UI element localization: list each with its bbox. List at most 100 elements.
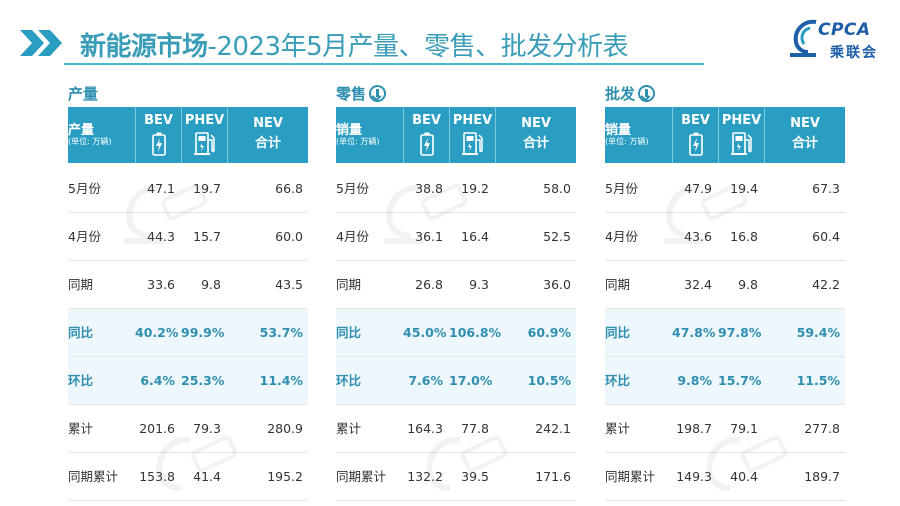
- fuel-pump-icon: [730, 132, 752, 155]
- row-label: 4月份: [336, 229, 369, 244]
- battery-icon: [419, 132, 434, 156]
- table-row: 4月份 43.6 16.8 60.4: [605, 213, 845, 261]
- nev-total-value: 66.8: [275, 181, 303, 196]
- cpca-logo-mark-icon: [790, 19, 817, 57]
- battery-icon: [688, 132, 703, 156]
- battery-icon: [151, 132, 166, 156]
- phev-value: 9.8: [738, 277, 758, 292]
- bev-value: 44.3: [147, 229, 175, 244]
- bev-value: 33.6: [147, 277, 175, 292]
- logo-subtext: 乘联会: [830, 45, 878, 61]
- bev-value: 45.0%: [403, 325, 447, 340]
- row-label: 同期: [68, 277, 94, 292]
- fuel-pump-icon: [193, 132, 215, 155]
- panel-title-text: 批发: [605, 84, 636, 103]
- header-metric-cell: 销量 (单位: 万辆): [336, 107, 402, 163]
- row-label: 同比: [605, 325, 631, 340]
- row-label: 5月份: [68, 181, 101, 196]
- row-label: 同期累计: [336, 469, 387, 484]
- nev-total-value: 58.0: [543, 181, 571, 196]
- row-label: 环比: [68, 373, 94, 388]
- header-phev: PHEV: [181, 107, 227, 163]
- row-label: 累计: [336, 421, 362, 436]
- phev-value: 106.8%: [449, 325, 502, 340]
- nev-total-value: 242.1: [535, 421, 571, 436]
- watermark-logo-icon: [384, 183, 468, 244]
- table-header: 销量 (单位: 万辆) BEV PHEV: [336, 107, 576, 163]
- table-row: 4月份 36.1 16.4 52.5: [336, 213, 576, 261]
- row-label: 5月份: [336, 181, 369, 196]
- bev-value: 6.4%: [140, 373, 175, 388]
- table-row: 累计 201.6 79.3 280.9: [68, 405, 308, 453]
- header-nev-label: NEV: [790, 116, 820, 131]
- bev-value: 153.8: [139, 469, 175, 484]
- bev-value: 40.2%: [135, 325, 179, 340]
- header-metric-cell: 产量 (单位: 万辆): [68, 107, 134, 163]
- phev-value: 17.0%: [449, 373, 493, 388]
- table-row: 环比 7.6% 17.0% 10.5%: [336, 357, 576, 405]
- row-label: 累计: [605, 421, 631, 436]
- bev-value: 198.7: [676, 421, 712, 436]
- nev-total-value: 43.5: [275, 277, 303, 292]
- phev-value: 39.5: [461, 469, 489, 484]
- table-row: 同比 40.2% 99.9% 53.7%: [68, 309, 308, 357]
- table-row: 同期累计 149.3 40.4 189.7: [605, 453, 845, 501]
- fuel-pump-icon: [461, 132, 483, 155]
- panel-title: 产量: [68, 82, 98, 104]
- header-phev: PHEV: [449, 107, 495, 163]
- nev-total-value: 67.3: [812, 181, 840, 196]
- nev-total-value: 280.9: [267, 421, 303, 436]
- table-header: 产量 (单位: 万辆) BEV PHEV: [68, 107, 308, 163]
- bev-value: 7.6%: [408, 373, 443, 388]
- header-nev-label: NEV: [253, 116, 283, 131]
- phev-value: 9.3: [469, 277, 489, 292]
- panel-title-text: 产量: [68, 84, 99, 103]
- header-nev-sub: 合计: [522, 136, 549, 151]
- nev-total-value: 52.5: [543, 229, 571, 244]
- nev-total-value: 36.0: [543, 277, 571, 292]
- header-metric: 销量: [605, 123, 632, 138]
- phev-value: 16.8: [730, 229, 758, 244]
- phev-value: 25.3%: [181, 373, 225, 388]
- row-label: 同期: [605, 277, 631, 292]
- row-label: 4月份: [68, 229, 101, 244]
- bev-value: 38.8: [415, 181, 443, 196]
- row-label: 同比: [68, 325, 94, 340]
- phev-value: 40.4: [730, 469, 758, 484]
- header-nev-sub: 合计: [791, 136, 818, 151]
- nev-total-value: 10.5%: [527, 373, 571, 388]
- bev-value: 132.2: [407, 469, 443, 484]
- table-row: 同期 32.4 9.8 42.2: [605, 261, 845, 309]
- table-row: 同比 45.0% 106.8% 60.9%: [336, 309, 576, 357]
- watermark-logo-icon: [706, 435, 788, 491]
- phev-value: 16.4: [461, 229, 489, 244]
- header-unit: (单位: 万辆): [336, 137, 380, 146]
- table-row: 5月份 47.1 19.7 66.8: [68, 165, 308, 213]
- bev-value: 32.4: [684, 277, 712, 292]
- phev-value: 79.1: [730, 421, 758, 436]
- bev-value: 36.1: [415, 229, 443, 244]
- table-header: 销量 (单位: 万辆) BEV PHEV: [605, 107, 845, 163]
- header-phev-label: PHEV: [184, 113, 225, 128]
- page-title: 新能源市场-2023年5月产量、零售、批发分析表: [80, 26, 629, 63]
- phev-value: 99.9%: [181, 325, 225, 340]
- phev-value: 41.4: [193, 469, 221, 484]
- row-label: 同期: [336, 277, 362, 292]
- arrow-down-circle-icon: [369, 84, 387, 102]
- phev-value: 19.2: [461, 181, 489, 196]
- watermark-logo-icon: [156, 435, 238, 491]
- panel-title-text: 零售: [336, 84, 367, 103]
- nev-total-value: 277.8: [804, 421, 840, 436]
- table-row: 同比 47.8% 97.8% 59.4%: [605, 309, 845, 357]
- nev-total-value: 60.9%: [527, 325, 571, 340]
- phev-value: 79.3: [193, 421, 221, 436]
- row-label: 5月份: [605, 181, 638, 196]
- panel-title: 零售: [336, 82, 387, 104]
- table-row: 4月份 44.3 15.7 60.0: [68, 213, 308, 261]
- bev-value: 47.9: [684, 181, 712, 196]
- header-bev-label: BEV: [144, 113, 173, 128]
- header-metric-cell: 销量 (单位: 万辆): [605, 107, 671, 163]
- nev-total-value: 59.4%: [796, 325, 840, 340]
- header-metric: 销量: [336, 123, 363, 138]
- table-row: 同期累计 132.2 39.5 171.6: [336, 453, 576, 501]
